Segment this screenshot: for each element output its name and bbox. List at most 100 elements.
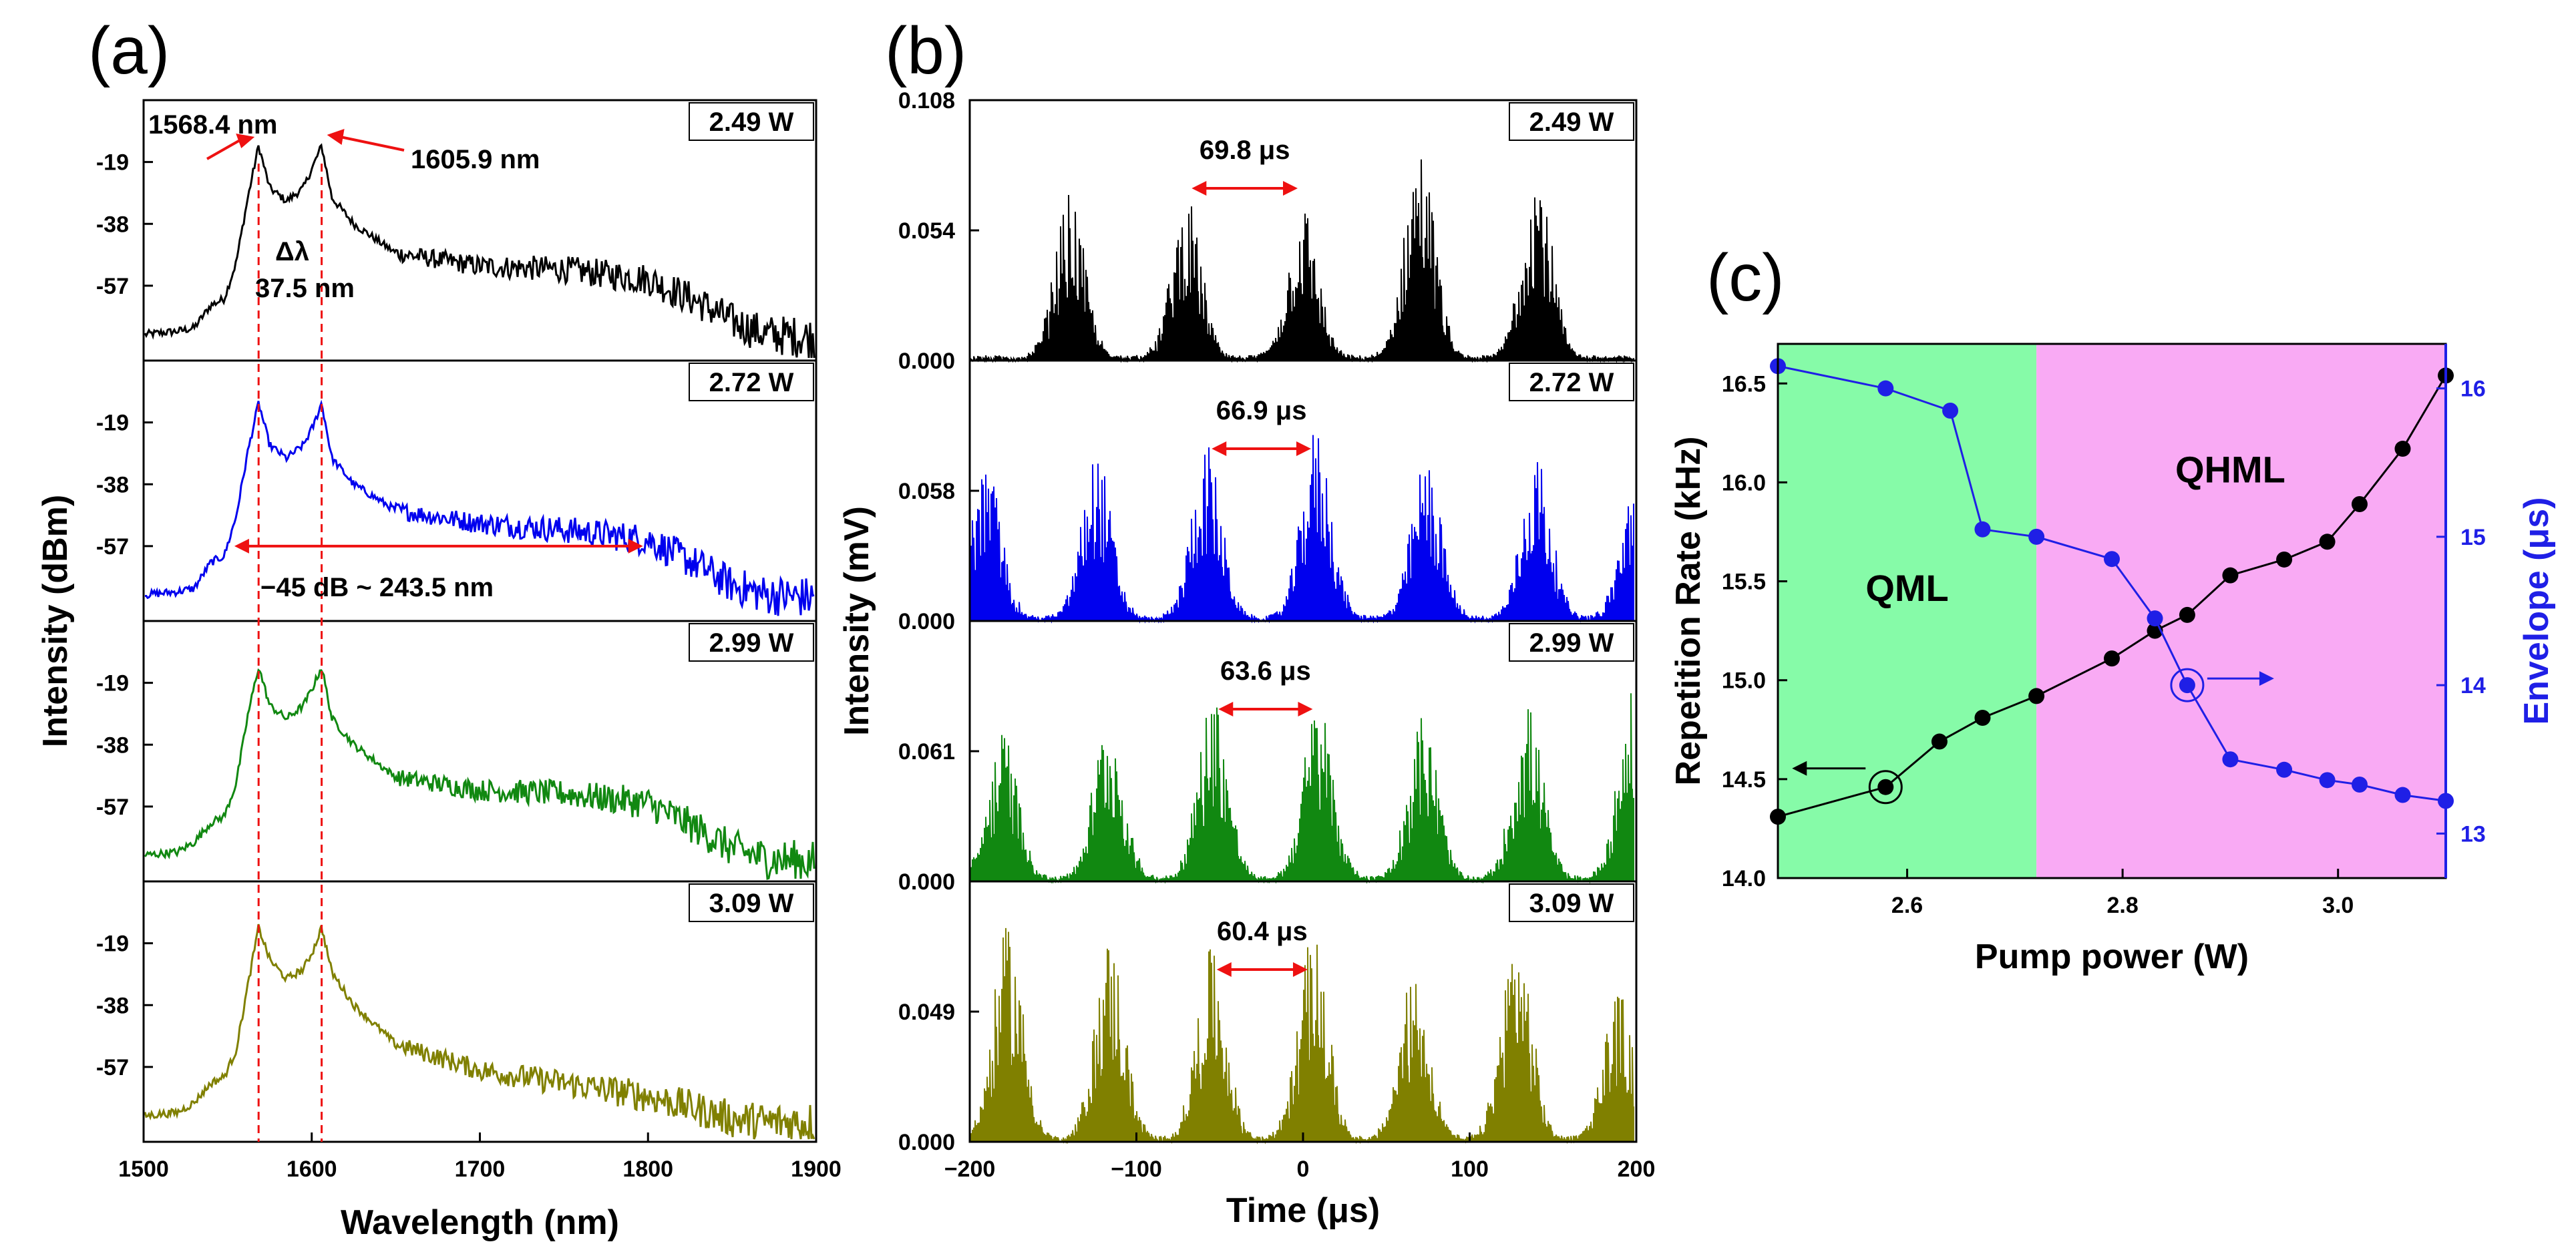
pulse-trace	[970, 435, 1634, 624]
y-tick-label: -38	[96, 472, 129, 497]
bandwidth-arrow-head-left	[234, 538, 249, 554]
power-label-box	[689, 102, 814, 141]
power-label: 3.09 W	[1529, 889, 1614, 918]
rate-point	[2394, 441, 2411, 457]
power-label: 2.99 W	[709, 628, 794, 658]
rate-point	[2104, 650, 2120, 667]
power-label: 2.49 W	[1529, 108, 1614, 137]
x-tick-label: 3.0	[2322, 893, 2354, 918]
power-label: 3.09 W	[709, 889, 794, 918]
x-tick-label: 1900	[791, 1157, 842, 1182]
region-qml	[1778, 344, 2037, 878]
peak2-arrow-line	[340, 136, 405, 152]
x-tick-label: 2.8	[2106, 893, 2138, 918]
interval-label: 66.9 μs	[1216, 396, 1307, 425]
interval-arrow-head-left	[1218, 702, 1234, 716]
peak2-arrow-head	[327, 129, 345, 145]
y-tick-label: 15.0	[1722, 668, 1766, 694]
spectrum-trace	[145, 399, 815, 616]
envelope-point	[2319, 772, 2336, 789]
y-tick-label: 0.058	[898, 479, 955, 504]
y-tick-label: -57	[96, 1055, 129, 1080]
interval-arrow-head-right	[1283, 181, 1298, 196]
rate-point	[2179, 606, 2195, 623]
peak1-label: 1568.4 nm	[148, 110, 277, 140]
delta-symbol: Δλ	[275, 237, 309, 266]
y-tick-label: 16.0	[1722, 470, 1766, 495]
bandwidth-label: −45 dB ~ 243.5 nm	[260, 573, 494, 602]
spectrum-trace	[144, 923, 815, 1140]
x-tick-label: 1500	[118, 1157, 169, 1182]
interval-arrow-head-right	[1298, 702, 1313, 716]
envelope-point	[2222, 751, 2239, 768]
rate-axis-indicator-circle	[1868, 770, 1903, 805]
envelope-axis-indicator-circle	[2170, 668, 2205, 702]
power-label-box	[689, 883, 814, 922]
power-label-box	[689, 363, 814, 401]
y-tick-label: 14.0	[1722, 866, 1766, 891]
interval-arrow-head-left	[1212, 441, 1227, 456]
rate-point	[2351, 496, 2368, 512]
y-tick-label: -19	[96, 671, 129, 696]
panel-label-c: (c)	[1706, 240, 1785, 315]
y2-tick-label: 15	[2460, 525, 2486, 550]
y-tick-label: -57	[96, 795, 129, 820]
y-axis-title: Intensity (dBm)	[36, 495, 75, 747]
spectrum-subplot: -19 -38 -57 3.09 W	[96, 880, 817, 1143]
envelope-point	[1877, 380, 1894, 397]
interval-arrow-head-right	[1292, 962, 1308, 977]
pulse-subplot: 0.049 0.000 3.09 W 60.4 μs	[898, 880, 1638, 1155]
panel-a-spectra: -19 -38 -57 2.49 W -19 -38 -57 2.72 W -19 -38 -57 2…	[36, 99, 842, 1242]
y-tick-label: 14.5	[1722, 767, 1766, 793]
spectrum-subplot: -19 -38 -57 2.72 W	[96, 359, 817, 622]
y-tick-label: -19	[96, 150, 129, 176]
x-tick-label: 1700	[455, 1157, 506, 1182]
y-tick-label: 0.000	[898, 609, 955, 634]
envelope-point	[2351, 777, 2368, 793]
y2-tick-label: 14	[2460, 673, 2486, 698]
power-label: 2.49 W	[709, 108, 794, 137]
power-label-box	[1509, 883, 1634, 922]
power-label: 2.99 W	[1529, 628, 1614, 658]
y-tick-label: 0.000	[898, 869, 955, 895]
pulse-subplot: 0.108 0.054 0.000 2.49 W 69.8 μs	[898, 88, 1638, 374]
rate-point	[2319, 534, 2336, 550]
y-tick-label: -38	[96, 733, 129, 758]
peak2-label: 1605.9 nm	[411, 145, 540, 174]
envelope-point	[1942, 403, 1959, 419]
y-tick-label: -57	[96, 534, 129, 560]
y-tick-label: 0.054	[898, 218, 955, 244]
x-axis-title: Time (μs)	[1226, 1191, 1380, 1230]
x-tick-label: −100	[1111, 1157, 1162, 1182]
x-axis-title: Pump power (W)	[1975, 937, 2249, 976]
y-axis-title: Intensity (mV)	[838, 506, 876, 736]
envelope-point	[2147, 610, 2163, 627]
panel-label-a: (a)	[88, 13, 170, 88]
envelope-axis-indicator-arrowhead	[2259, 671, 2274, 686]
spectrum-trace	[144, 143, 815, 359]
pulse-trace	[970, 693, 1634, 884]
envelope-point	[2394, 787, 2411, 803]
y-tick-label: -19	[96, 931, 129, 957]
x-tick-label: 100	[1451, 1157, 1489, 1182]
y-tick-label: -38	[96, 993, 129, 1018]
peak1-arrow-line	[206, 139, 241, 160]
delta-value: 37.5 nm	[255, 274, 355, 303]
rate-point	[2222, 567, 2239, 584]
y2-axis-title: Envelope (μs)	[2517, 497, 2556, 725]
interval-arrow-head-right	[1296, 441, 1311, 456]
region-label-qml: QML	[1865, 567, 1948, 609]
rate-point	[1931, 733, 1948, 750]
rate-point	[1974, 710, 1991, 726]
power-label-box	[689, 623, 814, 662]
envelope-point	[2179, 677, 2195, 694]
panel-label-b: (b)	[885, 13, 966, 88]
y-tick-label: -19	[96, 411, 129, 436]
interval-arrow-head-left	[1191, 181, 1207, 196]
region-label-qhml: QHML	[2175, 448, 2285, 490]
rate-point	[1877, 779, 1894, 795]
power-label: 2.72 W	[1529, 368, 1614, 397]
y-tick-label: 0.049	[898, 1000, 955, 1025]
x-tick-label: −200	[944, 1157, 996, 1182]
